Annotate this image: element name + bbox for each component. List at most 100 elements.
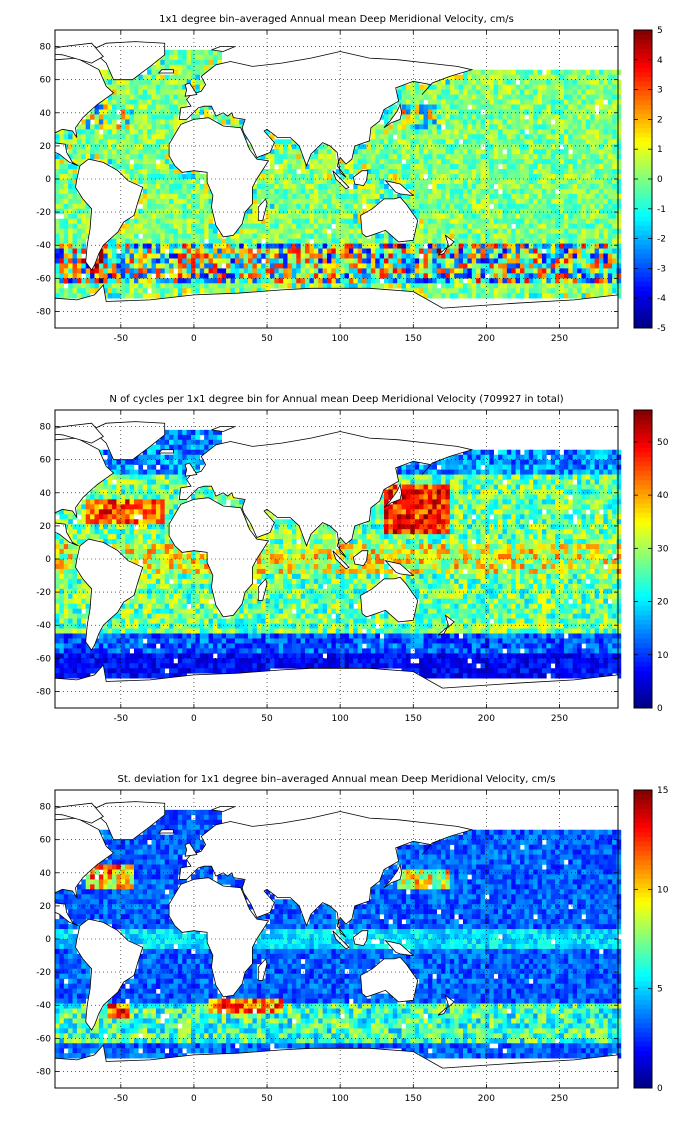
heatmap-cell <box>94 129 100 135</box>
heatmap-cell <box>151 139 157 145</box>
heatmap-cell <box>462 114 468 120</box>
heatmap-cell <box>160 459 165 465</box>
heatmap-cell <box>432 248 437 254</box>
heatmap-cell <box>405 283 411 289</box>
heatmap-cell <box>476 69 481 75</box>
heatmap-cell <box>322 154 328 160</box>
heatmap-cell <box>388 104 394 110</box>
heatmap-cell <box>274 154 280 160</box>
heatmap-cell <box>603 94 609 100</box>
heatmap-cell <box>388 263 394 269</box>
heatmap-cell <box>541 174 547 180</box>
heatmap-cell <box>563 243 569 249</box>
heatmap-cell <box>226 248 231 254</box>
heatmap-cell <box>484 283 490 289</box>
heatmap-cell <box>498 94 503 100</box>
heatmap-cell <box>199 64 205 71</box>
heatmap-cell <box>555 114 560 120</box>
heatmap-cell <box>449 94 455 100</box>
heatmap-cell <box>283 188 288 195</box>
heatmap-cell <box>357 198 363 205</box>
heatmap-cell <box>348 188 354 195</box>
heatmap-cell <box>331 268 337 274</box>
heatmap-cell <box>217 434 223 441</box>
heatmap-cell <box>326 183 332 190</box>
heatmap-cell <box>555 119 560 125</box>
heatmap-cell <box>125 228 130 234</box>
heatmap-cell <box>151 94 157 100</box>
heatmap-cell <box>533 258 538 264</box>
heatmap-cell <box>436 469 442 475</box>
heatmap-cell <box>533 464 538 470</box>
heatmap-cell <box>467 144 473 150</box>
heatmap-cell <box>392 174 398 180</box>
heatmap-cell <box>160 444 165 451</box>
heatmap-cell <box>594 164 600 170</box>
heatmap-cell <box>291 228 297 234</box>
heatmap-cell <box>436 198 442 205</box>
heatmap-cell <box>585 449 591 455</box>
heatmap-cell <box>138 193 144 200</box>
heatmap-cell <box>594 469 600 475</box>
heatmap-cell <box>515 464 521 470</box>
heatmap-cell <box>344 193 350 200</box>
heatmap-cell <box>405 464 411 470</box>
heatmap-cell <box>112 139 117 145</box>
heatmap-cell <box>484 119 490 125</box>
heatmap-cell <box>169 288 174 294</box>
heatmap-cell <box>419 469 424 475</box>
heatmap-cell <box>612 258 617 264</box>
heatmap-cell <box>546 188 552 195</box>
heatmap-cell <box>550 174 556 180</box>
heatmap-cell <box>612 174 617 180</box>
heatmap-cell <box>462 124 468 130</box>
heatmap-cell <box>524 74 530 80</box>
heatmap-cell <box>340 174 345 180</box>
heatmap-cell <box>612 203 617 210</box>
heatmap-cell <box>274 169 280 175</box>
heatmap-cell <box>81 283 87 289</box>
heatmap-cell <box>322 159 328 165</box>
heatmap-cell <box>326 233 332 239</box>
heatmap-cell <box>151 268 157 274</box>
heatmap-cell <box>195 203 201 210</box>
heatmap-cell <box>568 278 573 284</box>
heatmap-cell <box>476 454 481 460</box>
heatmap-cell <box>568 114 573 120</box>
heatmap-cell <box>248 263 253 269</box>
heatmap-cell <box>515 238 521 244</box>
heatmap-cell <box>423 464 429 470</box>
heatmap-cell <box>322 183 328 190</box>
heatmap-cell <box>177 84 183 90</box>
heatmap-cell <box>462 459 468 465</box>
heatmap-cell <box>160 464 165 470</box>
heatmap-cell <box>68 198 73 205</box>
heatmap-cell <box>182 459 187 465</box>
heatmap-cell <box>559 149 565 155</box>
heatmap-cell <box>239 263 244 269</box>
heatmap-cell <box>94 283 100 289</box>
heatmap-cell <box>432 288 437 294</box>
heatmap-cell <box>326 149 332 155</box>
heatmap-cell <box>537 223 543 229</box>
heatmap-cell <box>147 273 152 279</box>
heatmap-cell <box>612 159 617 165</box>
heatmap-cell <box>484 258 490 264</box>
heatmap-cell <box>221 253 227 259</box>
heatmap-cell <box>502 164 508 170</box>
heatmap-cell <box>489 79 494 85</box>
heatmap-cell <box>541 218 547 224</box>
heatmap-cell <box>502 213 508 220</box>
heatmap-cell <box>528 474 534 480</box>
heatmap-cell <box>164 469 170 475</box>
heatmap-cell <box>357 233 363 239</box>
heatmap-cell <box>454 183 459 190</box>
heatmap-cell <box>555 74 560 80</box>
heatmap-cell <box>462 139 468 145</box>
heatmap-cell <box>484 449 490 455</box>
heatmap-cell <box>155 248 161 254</box>
heatmap-cell <box>436 288 442 294</box>
heatmap-cell <box>506 154 512 160</box>
heatmap-cell <box>384 253 389 259</box>
heatmap-cell <box>410 288 416 294</box>
